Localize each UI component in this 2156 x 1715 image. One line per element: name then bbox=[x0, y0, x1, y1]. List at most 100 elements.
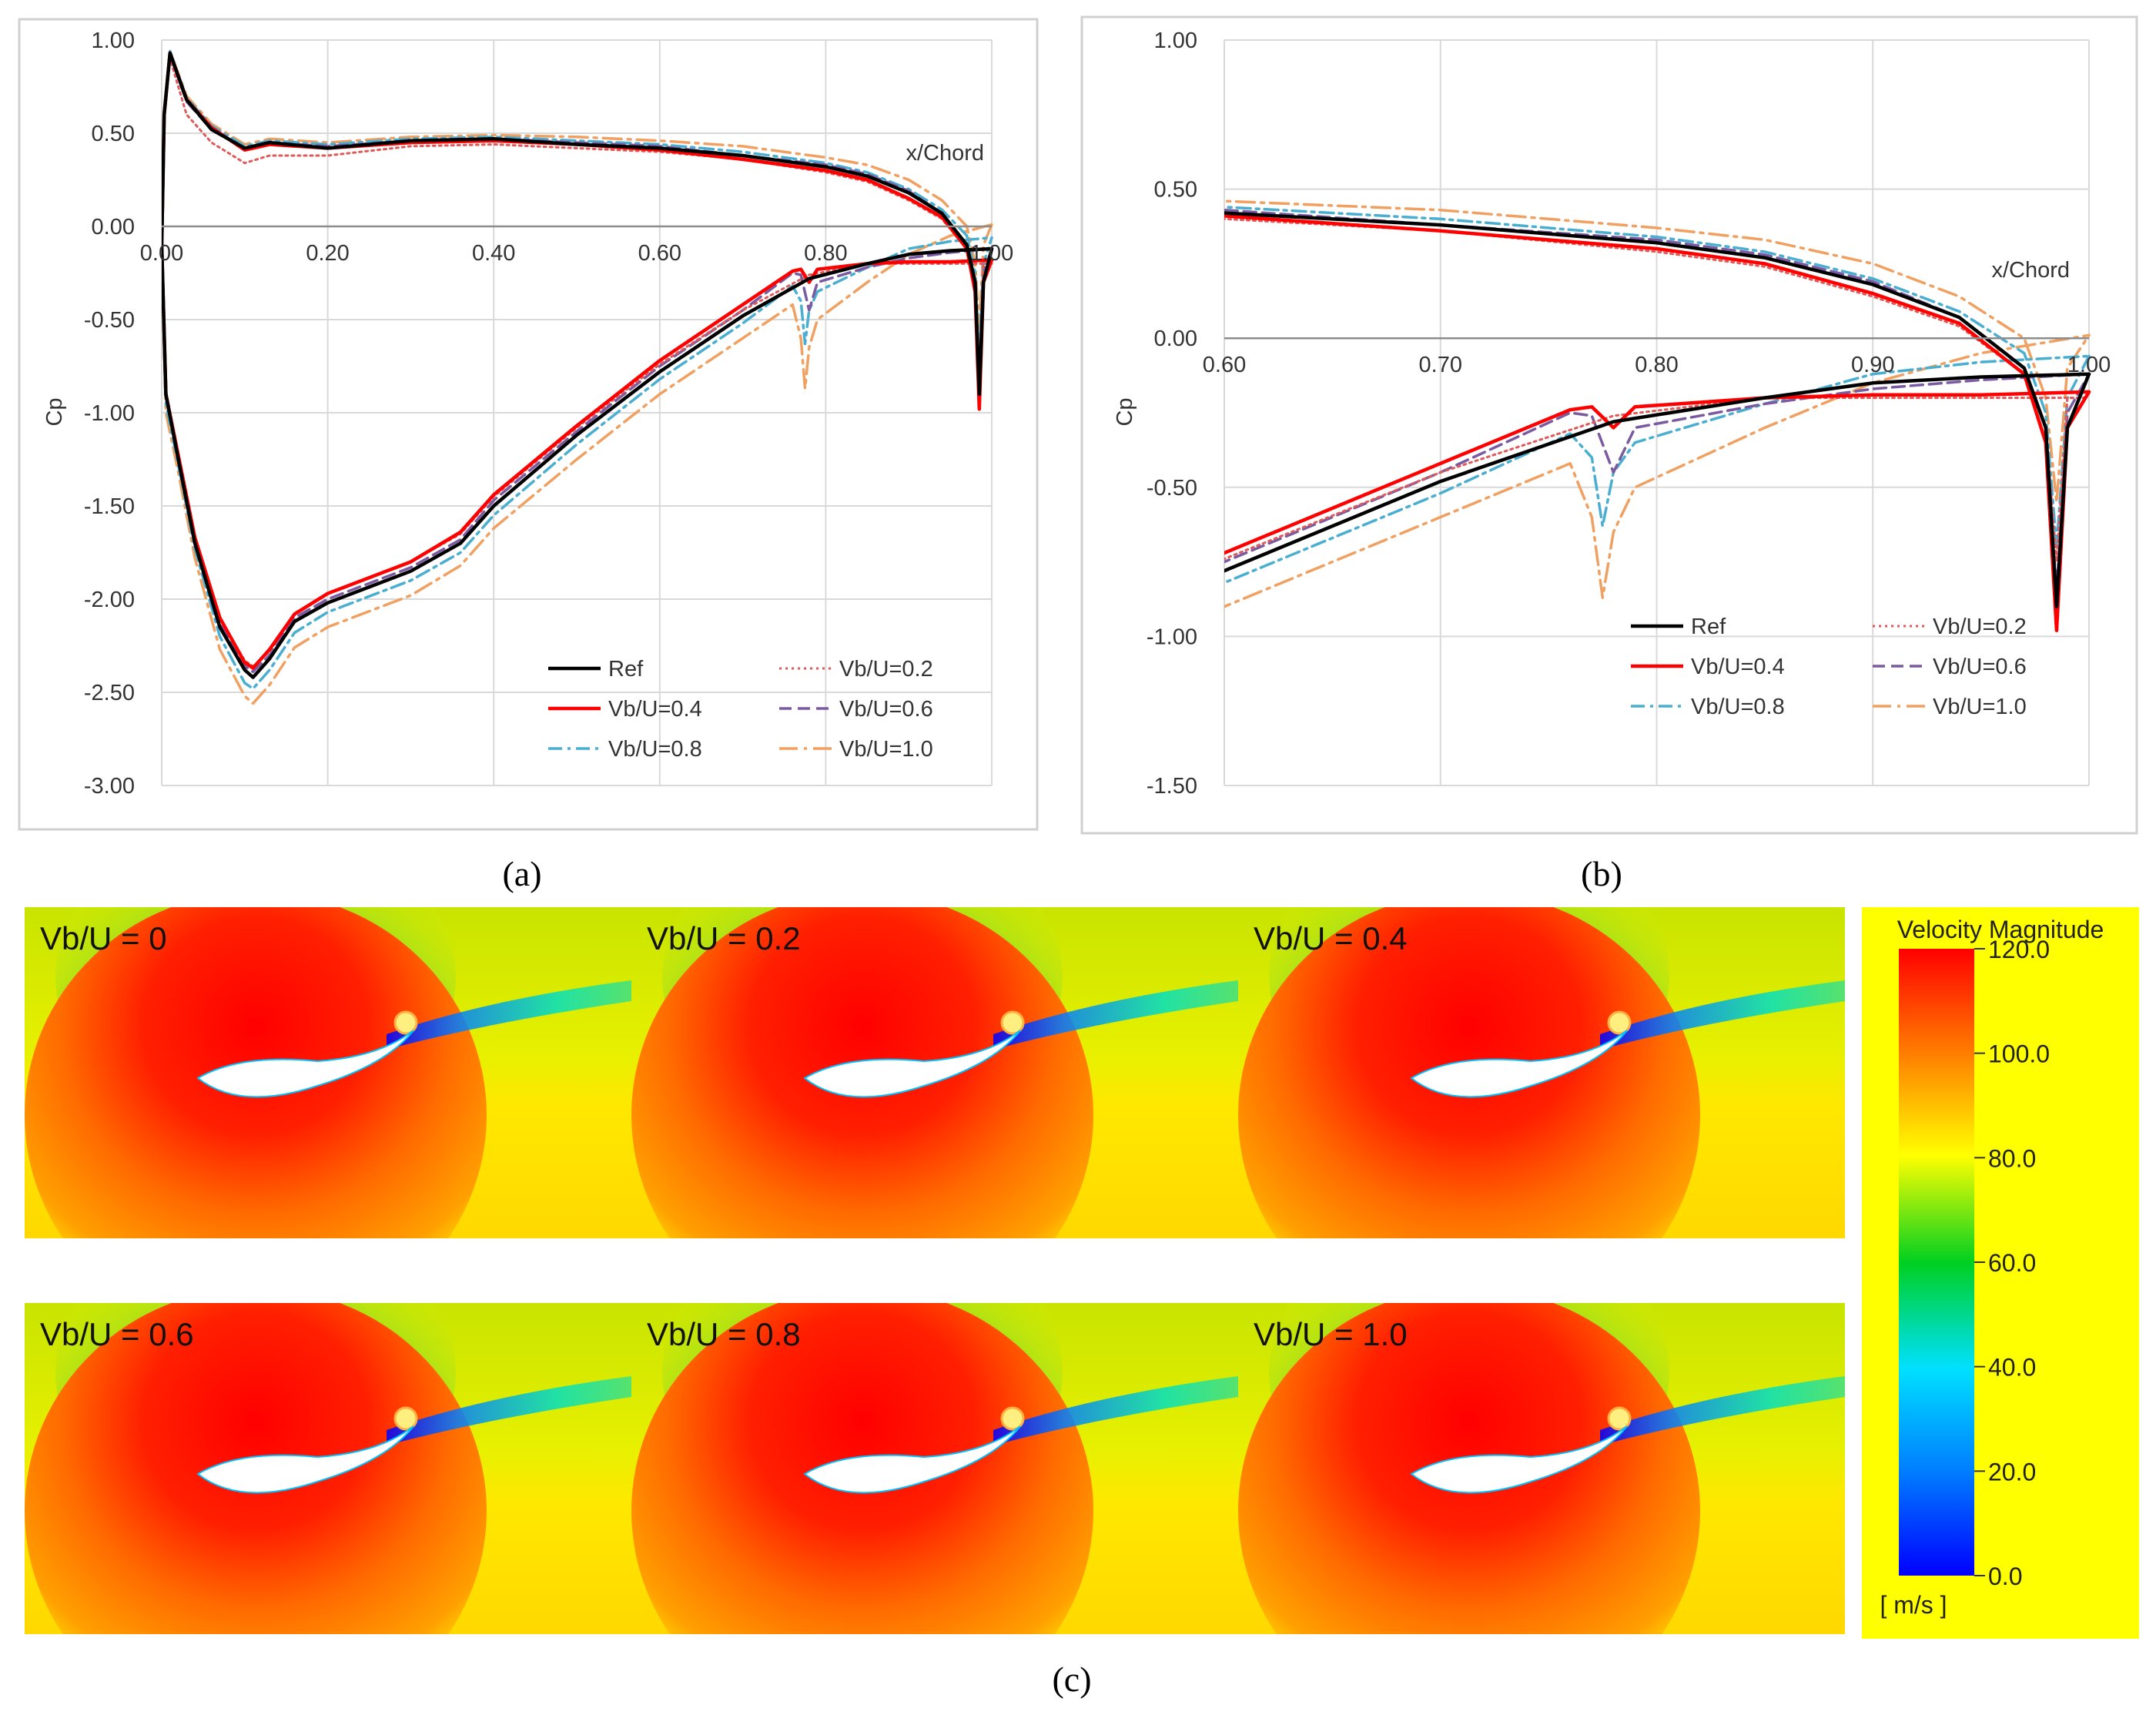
flap-bubble bbox=[1000, 1010, 1025, 1035]
contour-title: Vb/U = 0.4 bbox=[1254, 920, 1408, 956]
x-tick-label: 0.60 bbox=[1203, 353, 1246, 377]
legend-label-v06: Vb/U=0.6 bbox=[1933, 655, 2027, 679]
series-line-v08-lower bbox=[162, 236, 993, 690]
legend-label-v06: Vb/U=0.6 bbox=[839, 697, 933, 722]
chart-b-axis: 1.00 0.50 0.00 -0.50 -1.00 -1.50 0.60 0.70 0.80 0… bbox=[1147, 28, 2111, 799]
wake-region bbox=[1600, 980, 1845, 1050]
series-line-ref-upper bbox=[162, 51, 994, 397]
pressure-region bbox=[631, 907, 1093, 1238]
series-line-v04-lower bbox=[1224, 390, 2091, 555]
y-tick-label: 0.50 bbox=[1154, 178, 1197, 203]
flap-bubble bbox=[1607, 1406, 1632, 1431]
legend-label-v04: Vb/U=0.4 bbox=[608, 697, 702, 722]
airfoil-shape bbox=[803, 1425, 1021, 1494]
chart-b: 1.00 0.50 0.00 -0.50 -1.00 -1.50 0.60 0.70 0.80 0… bbox=[1080, 15, 2138, 835]
contour-title: Vb/U = 0.6 bbox=[40, 1316, 194, 1352]
legend-label-v04: Vb/U=0.4 bbox=[1691, 655, 1785, 679]
pressure-region bbox=[1238, 907, 1700, 1238]
chart-b-xlabel: x/Chord bbox=[1991, 258, 2070, 283]
chart-b-ylabel: Cp bbox=[1113, 397, 1137, 426]
y-tick-label: -0.50 bbox=[84, 308, 135, 333]
airfoil-shape bbox=[196, 1425, 414, 1494]
chart-a-frame bbox=[18, 18, 1039, 831]
x-tick-label: 0.00 bbox=[140, 241, 183, 266]
wake-region bbox=[387, 980, 631, 1050]
chart-a-legend: Ref Vb/U=0.2 Vb/U=0.4 Vb/U=0.6 Vb/U=0.8 Vb/U=… bbox=[548, 657, 933, 762]
airfoil-shape bbox=[1410, 1425, 1628, 1494]
contour-panels: Vb/U = 0 Vb/U = 0.2 Vb/U = 0.4 Vb/U = 0.6 Vb… bbox=[25, 907, 1845, 1634]
y-tick-label: 0.00 bbox=[92, 215, 135, 239]
colorbar-ticks: 120.0 100.0 80.0 60.0 40.0 20.0 0.0 bbox=[1974, 936, 2050, 1590]
x-tick-label: 0.60 bbox=[638, 241, 681, 266]
series-line-v08-lower bbox=[1224, 354, 2091, 585]
y-tick-label: 1.00 bbox=[92, 28, 135, 53]
series-line-v02-upper bbox=[162, 57, 993, 367]
legend-label-v10: Vb/U=1.0 bbox=[1933, 695, 2027, 719]
chart-a-ylabel: Cp bbox=[42, 397, 67, 426]
series-line-v04-lower bbox=[162, 243, 994, 670]
series-line-v10-upper bbox=[1224, 199, 2091, 504]
y-tick-label: -1.50 bbox=[84, 494, 135, 519]
flap-bubble bbox=[393, 1010, 418, 1035]
x-tick-label: 0.40 bbox=[472, 241, 515, 266]
colorbar-tick-label: 20.0 bbox=[1988, 1458, 2036, 1486]
contour-panel: Vb/U = 0.6 bbox=[25, 1303, 631, 1634]
contour-panel: Vb/U = 1.0 bbox=[1238, 1303, 1845, 1634]
wake-region bbox=[993, 1376, 1238, 1445]
colorbar-tick-label: 120.0 bbox=[1988, 936, 2050, 963]
colorbar-tick-label: 80.0 bbox=[1988, 1144, 2036, 1172]
colorbar-tick-label: 0.0 bbox=[1988, 1563, 2022, 1590]
colorbar-gradient bbox=[1899, 949, 1974, 1576]
panel-label-b: (b) bbox=[1581, 854, 1622, 893]
legend-label-ref: Ref bbox=[1691, 615, 1726, 639]
colorbar: Velocity Magnitude 120.0 100.0 80.0 60.0 40.… bbox=[1862, 907, 2139, 1639]
colorbar-title: Velocity Magnitude bbox=[1897, 916, 2104, 943]
panel-label-a: (a) bbox=[502, 854, 541, 893]
chart-a-xlabel: x/Chord bbox=[906, 141, 984, 166]
contour-panel: Vb/U = 0 bbox=[25, 907, 631, 1238]
x-tick-label: 0.80 bbox=[1635, 353, 1678, 377]
series-line-ref-upper bbox=[1224, 211, 2091, 608]
panel-label-c: (c) bbox=[1052, 1660, 1091, 1699]
contour-panel: Vb/U = 0.4 bbox=[1238, 907, 1845, 1238]
contour-title: Vb/U = 1.0 bbox=[1254, 1316, 1408, 1352]
airfoil-shape bbox=[1410, 1030, 1628, 1098]
colorbar-tick-label: 40.0 bbox=[1988, 1354, 2036, 1382]
colorbar-unit: [ m/s ] bbox=[1880, 1591, 1947, 1619]
series-line-v04-upper bbox=[1224, 214, 2091, 632]
contour-panel: Vb/U = 0.2 bbox=[631, 907, 1238, 1238]
series-line-v02-lower bbox=[1224, 397, 2091, 561]
chart-a: 1.00 0.50 0.00 -0.50 -1.00 -1.50 -2.00 -2.50 -3.… bbox=[18, 18, 1039, 831]
y-tick-label: 0.00 bbox=[1154, 327, 1197, 351]
x-tick-label: 0.20 bbox=[306, 241, 349, 266]
y-tick-label: 1.00 bbox=[1154, 28, 1197, 53]
pressure-region bbox=[25, 907, 487, 1238]
wake-region bbox=[993, 980, 1238, 1050]
y-tick-label: -1.00 bbox=[1147, 625, 1197, 649]
chart-a-axis: 1.00 0.50 0.00 -0.50 -1.00 -1.50 -2.00 -2.50 -3.… bbox=[84, 28, 1013, 799]
x-tick-label: 0.70 bbox=[1419, 353, 1462, 377]
chart-b-legend: Ref Vb/U=0.2 Vb/U=0.4 Vb/U=0.6 Vb/U=0.8 Vb/U=… bbox=[1631, 615, 2027, 719]
wake-region bbox=[1600, 1376, 1845, 1445]
y-tick-label: 0.50 bbox=[92, 122, 135, 146]
y-tick-label: -3.00 bbox=[84, 774, 135, 799]
legend-label-ref: Ref bbox=[608, 657, 644, 682]
y-tick-label: -0.50 bbox=[1147, 476, 1197, 501]
flap-bubble bbox=[1000, 1406, 1025, 1431]
legend-label-v08: Vb/U=0.8 bbox=[608, 737, 702, 762]
flap-bubble bbox=[1607, 1010, 1632, 1035]
legend-label-v08: Vb/U=0.8 bbox=[1691, 695, 1785, 719]
colorbar-tick-label: 100.0 bbox=[1988, 1040, 2050, 1068]
airfoil-shape bbox=[803, 1030, 1021, 1098]
contour-title: Vb/U = 0.8 bbox=[647, 1316, 801, 1352]
contour-title: Vb/U = 0 bbox=[40, 920, 167, 956]
series-line-ref-lower bbox=[162, 243, 994, 679]
legend-label-v02: Vb/U=0.2 bbox=[1933, 615, 2027, 639]
y-tick-label: -1.50 bbox=[1147, 774, 1197, 799]
x-tick-label: 1.00 bbox=[2067, 353, 2111, 377]
legend-label-v10: Vb/U=1.0 bbox=[839, 737, 933, 762]
chart-a-series bbox=[162, 49, 994, 705]
x-tick-label: 0.90 bbox=[1851, 353, 1894, 377]
colorbar-tick-label: 60.0 bbox=[1988, 1249, 2036, 1277]
y-tick-label: -1.00 bbox=[84, 401, 135, 426]
